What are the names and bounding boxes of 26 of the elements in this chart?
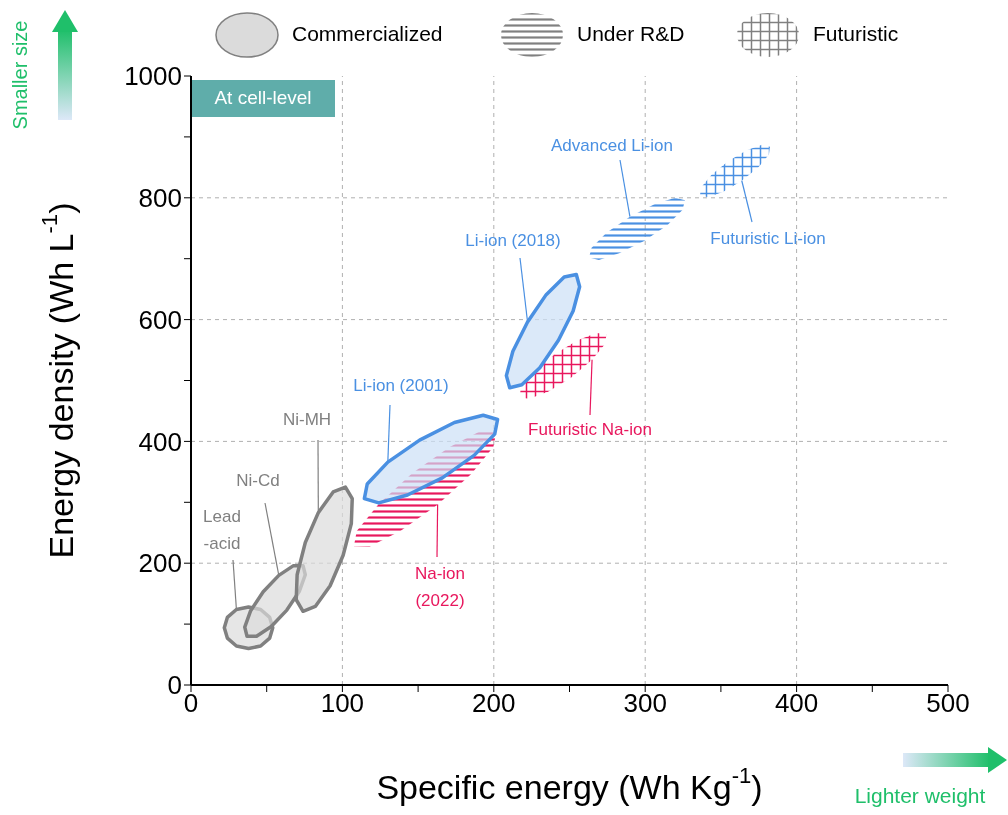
text: Commercialized bbox=[292, 21, 443, 45]
text: Under R&D bbox=[577, 21, 685, 45]
x-axis-title: Specific energy (Wh Kg$^{-1}$) bbox=[376, 763, 763, 806]
annotation: Advanced Li-ion bbox=[551, 136, 673, 156]
x-tick-label: 300 bbox=[623, 688, 667, 719]
annotation: Ni-MH bbox=[282, 410, 332, 430]
annotation: Futuristic Na-ion bbox=[528, 420, 652, 440]
annotation: Lead -acid bbox=[203, 507, 241, 554]
y-tick-label: 600 bbox=[138, 304, 182, 335]
annotation: At cell-level bbox=[214, 87, 312, 109]
annotation: Li-ion (2001) bbox=[353, 376, 449, 396]
y-tick-label: 800 bbox=[138, 183, 182, 214]
x-tick-label: 100 bbox=[320, 688, 365, 719]
annotation: Ni-Cd bbox=[236, 471, 280, 491]
annotation: Li-ion (2018) bbox=[465, 231, 561, 251]
text: Futuristic bbox=[813, 21, 899, 45]
text: Lighter weight bbox=[854, 783, 986, 807]
y-tick-label: 1000 bbox=[124, 61, 182, 92]
annotation: Futuristic Li-ion bbox=[710, 229, 826, 249]
annotation: Na-ion (2022) bbox=[414, 564, 466, 611]
x-tick-label: 200 bbox=[472, 688, 516, 719]
x-tick-label: 400 bbox=[774, 688, 819, 719]
y-tick-label: 400 bbox=[138, 426, 182, 457]
y-tick-label: 200 bbox=[138, 548, 182, 579]
x-tick-label: 500 bbox=[926, 688, 970, 719]
text: Smaller size bbox=[9, 20, 32, 130]
